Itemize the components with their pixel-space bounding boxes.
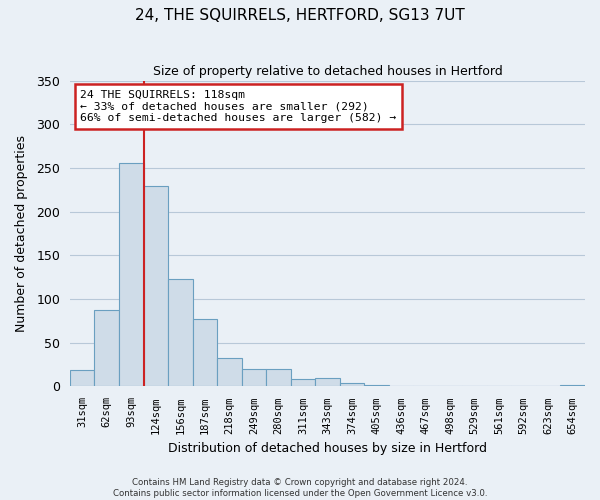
Bar: [168, 279, 193, 386]
Bar: [94, 310, 119, 386]
Bar: [315, 378, 340, 386]
Y-axis label: Number of detached properties: Number of detached properties: [15, 135, 28, 332]
Bar: [560, 384, 585, 386]
Bar: [70, 370, 94, 386]
Bar: [340, 383, 364, 386]
X-axis label: Distribution of detached houses by size in Hertford: Distribution of detached houses by size …: [168, 442, 487, 455]
Bar: [119, 162, 143, 386]
Bar: [193, 319, 217, 386]
Text: 24 THE SQUIRRELS: 118sqm
← 33% of detached houses are smaller (292)
66% of semi-: 24 THE SQUIRRELS: 118sqm ← 33% of detach…: [80, 90, 397, 123]
Text: 24, THE SQUIRRELS, HERTFORD, SG13 7UT: 24, THE SQUIRRELS, HERTFORD, SG13 7UT: [135, 8, 465, 22]
Bar: [217, 358, 242, 386]
Title: Size of property relative to detached houses in Hertford: Size of property relative to detached ho…: [152, 65, 502, 78]
Bar: [242, 369, 266, 386]
Bar: [266, 369, 290, 386]
Text: Contains HM Land Registry data © Crown copyright and database right 2024.
Contai: Contains HM Land Registry data © Crown c…: [113, 478, 487, 498]
Bar: [290, 378, 315, 386]
Bar: [143, 186, 168, 386]
Bar: [364, 384, 389, 386]
